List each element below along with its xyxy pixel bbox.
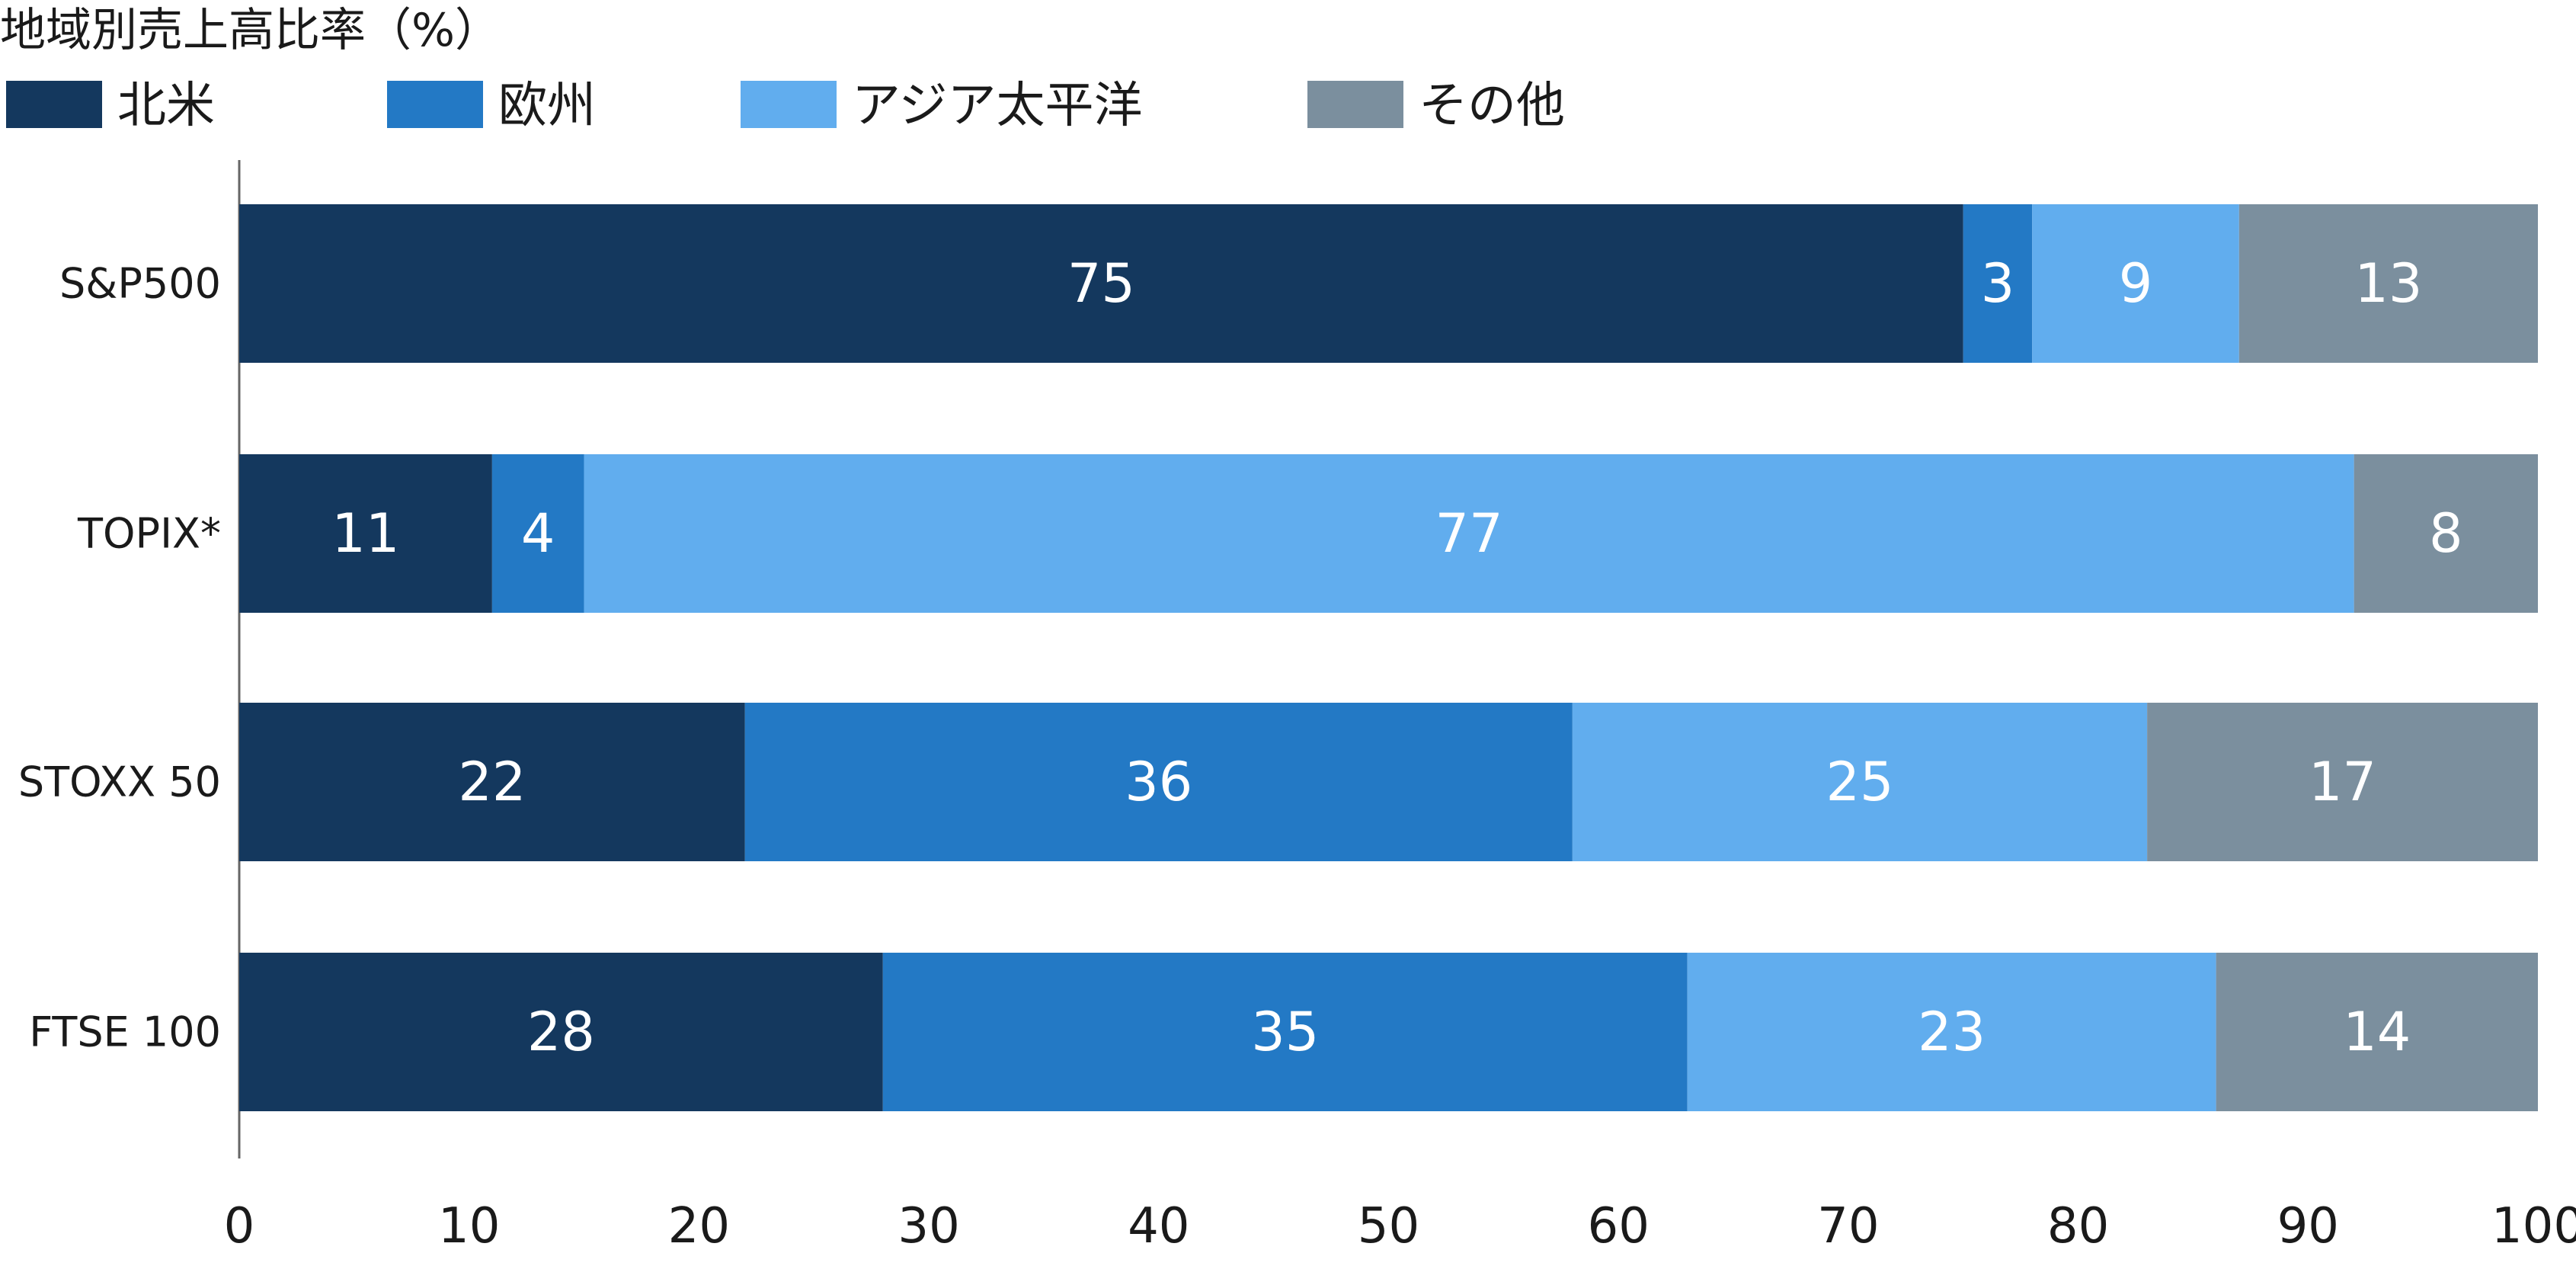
- data-label: 9: [2119, 252, 2153, 315]
- bar-segment: [2216, 953, 2538, 1111]
- data-label: 11: [331, 502, 399, 565]
- bar-segment: [1687, 953, 2216, 1111]
- category-labels: S&P500 TOPIX* STOXX 50 FTSE 100: [18, 260, 221, 1056]
- x-tick-label: 40: [1128, 1198, 1189, 1255]
- data-label: 22: [458, 751, 526, 813]
- bar-segment: [584, 454, 2354, 613]
- x-tick-label: 0: [224, 1198, 255, 1255]
- bar-segment: [1572, 703, 2148, 861]
- x-tick-label: 30: [898, 1198, 959, 1255]
- x-tick-label: 10: [438, 1198, 500, 1255]
- bar-segment: [2147, 703, 2538, 861]
- data-label: 13: [2354, 252, 2422, 315]
- data-label: 3: [1981, 252, 2015, 315]
- bar-segment: [2238, 204, 2538, 363]
- bar-segment: [882, 953, 1688, 1111]
- x-tick-label: 80: [2047, 1198, 2109, 1255]
- data-label: 35: [1251, 1001, 1319, 1063]
- bar-segment: [2354, 454, 2538, 613]
- legend: 北米 欧州 アジア太平洋 その他: [6, 78, 1565, 134]
- legend-swatch: [1307, 81, 1403, 128]
- x-tick-label: 100: [2491, 1198, 2576, 1255]
- legend-label: その他: [1419, 78, 1565, 134]
- bar-segment: [239, 703, 745, 861]
- data-label: 4: [521, 502, 555, 565]
- bars: 75 3 9 13 11 4 77 8 22 36 25 17 28 35 23 14: [239, 204, 2538, 1111]
- bar-segment: [491, 454, 584, 613]
- legend-label: アジア太平洋: [852, 78, 1142, 134]
- x-tick-label: 20: [668, 1198, 730, 1255]
- data-label: 36: [1125, 751, 1192, 813]
- category-label: STOXX 50: [18, 758, 221, 806]
- category-label: S&P500: [59, 260, 221, 308]
- x-tick-label: 60: [1587, 1198, 1649, 1255]
- legend-label: 北米: [117, 78, 215, 134]
- x-tick-label: 50: [1358, 1198, 1419, 1255]
- legend-swatch: [6, 81, 102, 128]
- data-label: 23: [1918, 1001, 1986, 1063]
- data-label: 25: [1826, 751, 1893, 813]
- category-label: FTSE 100: [29, 1008, 221, 1056]
- data-label: 8: [2429, 502, 2463, 565]
- chart-title: 地域別売上高比率（%）: [0, 4, 501, 57]
- x-tick-label: 70: [1817, 1198, 1879, 1255]
- legend-swatch: [387, 81, 483, 128]
- data-label: 28: [527, 1001, 595, 1063]
- bar-segment: [239, 953, 883, 1111]
- data-label: 17: [2309, 751, 2376, 813]
- data-label: 14: [2343, 1001, 2411, 1063]
- data-label: 77: [1435, 502, 1503, 565]
- bar-segment: [2032, 204, 2239, 363]
- bar-segment: [1963, 204, 2033, 363]
- bar-segment: [239, 454, 492, 613]
- bar-segment: [744, 703, 1573, 861]
- legend-label: 欧州: [498, 78, 596, 134]
- data-label: 75: [1067, 252, 1135, 315]
- category-label: TOPIX*: [77, 510, 221, 558]
- x-axis-ticks: 0 10 20 30 40 50 60 70 80 90 100: [224, 1198, 2576, 1255]
- legend-swatch: [741, 81, 837, 128]
- bar-segment: [239, 204, 1963, 363]
- x-tick-label: 90: [2277, 1198, 2339, 1255]
